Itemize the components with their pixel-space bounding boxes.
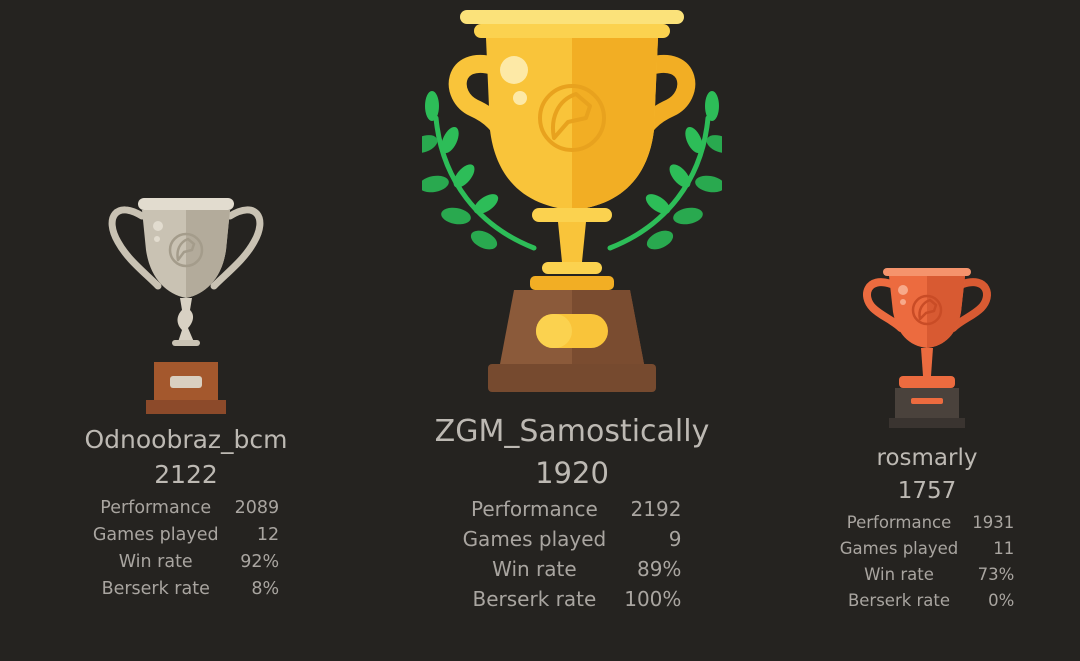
stat-value: 8% <box>251 578 280 599</box>
stat-label: Berserk rate <box>847 590 951 610</box>
stat-label: Games played <box>462 527 607 551</box>
gold-trophy-with-laurel-icon <box>422 10 722 392</box>
player-stats-table: Performance 2192 Games played 9 Win rate… <box>463 494 682 614</box>
stat-label: Performance <box>846 512 952 532</box>
stat-label: Berserk rate <box>101 578 210 599</box>
stat-row-berserk-rate: Berserk rate 100% <box>463 584 682 614</box>
stat-value: 100% <box>624 587 682 611</box>
stat-row-berserk-rate: Berserk rate 8% <box>93 575 280 602</box>
stat-label: Games played <box>92 524 219 545</box>
stat-value: 89% <box>636 557 682 581</box>
player-name[interactable]: rosmarly <box>876 445 978 471</box>
stat-row-berserk-rate: Berserk rate 0% <box>840 587 1015 613</box>
podium-third-place: rosmarly 1757 Performance 1931 Games pla… <box>821 262 1033 613</box>
laurel-right-icon <box>607 91 722 251</box>
stat-row-games-played: Games played 12 <box>93 521 279 548</box>
stat-label: Win rate <box>864 564 934 584</box>
stat-label: Performance <box>471 497 598 521</box>
stat-label: Games played <box>839 538 959 558</box>
stat-value: 0% <box>988 590 1015 610</box>
stat-value: 2192 <box>630 497 682 521</box>
stat-value: 92% <box>240 551 280 572</box>
player-rating: 2122 <box>154 460 218 489</box>
stat-row-performance: Performance 2192 <box>463 494 682 524</box>
stat-row-games-played: Games played 11 <box>840 535 1015 561</box>
stat-value: 2089 <box>234 497 280 518</box>
podium-first-place: ZGM_Samostically 1920 Performance 2192 G… <box>422 0 722 614</box>
stat-value: 11 <box>993 538 1015 558</box>
stat-label: Performance <box>100 497 212 518</box>
player-stats-table: Performance 2089 Games played 12 Win rat… <box>93 494 279 602</box>
stat-value: 1931 <box>972 512 1015 532</box>
stat-label: Win rate <box>118 551 193 572</box>
stat-row-performance: Performance 2089 <box>93 494 279 521</box>
stat-row-win-rate: Win rate 73% <box>840 561 1015 587</box>
player-name[interactable]: ZGM_Samostically <box>434 414 710 449</box>
player-stats-table: Performance 1931 Games played 11 Win rat… <box>840 509 1015 613</box>
stat-label: Berserk rate <box>472 587 597 611</box>
stat-value: 12 <box>256 524 280 545</box>
stat-row-win-rate: Win rate 89% <box>463 554 682 584</box>
player-name[interactable]: Odnoobraz_bcm <box>84 425 288 454</box>
laurel-left-icon <box>422 91 537 251</box>
stat-row-performance: Performance 1931 <box>840 509 1015 535</box>
stat-label: Win rate <box>492 557 577 581</box>
stat-value: 9 <box>668 527 682 551</box>
stat-row-games-played: Games played 9 <box>463 524 682 554</box>
stat-row-win-rate: Win rate 92% <box>93 548 279 575</box>
player-rating: 1920 <box>535 456 609 490</box>
podium-second-place: Odnoobraz_bcm 2122 Performance 2089 Game… <box>60 190 312 602</box>
bronze-trophy-icon <box>863 268 991 428</box>
silver-trophy-icon <box>108 198 264 414</box>
player-rating: 1757 <box>897 478 957 504</box>
stat-value: 73% <box>977 564 1015 584</box>
